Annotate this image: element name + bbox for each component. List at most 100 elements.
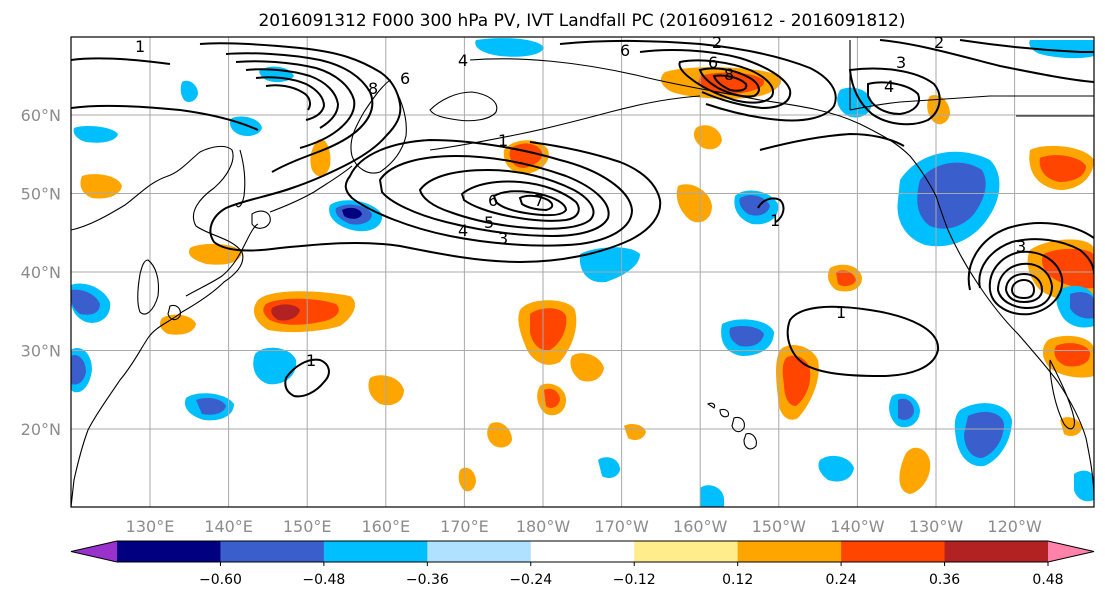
colorbar-tick-label: −0.24 [509,572,552,588]
ivt-positive-blob-core [782,355,811,406]
ivt-positive-blob-peak [271,304,300,321]
japan-honshu [185,223,259,297]
contour-cyclone-2 [978,238,1094,289]
contour-cyclone-ring-1 [988,250,1064,316]
longitude-tick-label: 140°E [204,517,253,536]
japan-kyushu [167,304,181,321]
contour-label: 1 [770,211,780,230]
colorbar-segment [841,541,946,562]
contour-label: 1 [498,131,508,150]
contour-upper-5 [712,74,748,92]
ivt-negative-blob-core [729,326,764,347]
north-america-westcoast [947,229,1094,501]
baja-california [1049,359,1075,430]
colorbar-tick-label: 0.12 [722,572,753,588]
longitude-tick-label: 160°E [361,517,410,536]
contour-label: 7 [534,191,544,210]
longitude-tick-label: 120°W [987,517,1042,536]
bering-sea-coast [429,91,498,122]
ivt-negative-blob-core [196,398,226,415]
figure-title: 2016091312 F000 300 hPa PV, IVT Landfall… [258,11,905,31]
ivt-negative-blob-core [71,289,100,315]
contour-label: 1 [836,303,846,322]
ivt-negative-blob [837,87,872,118]
contour-line-1 [199,42,662,264]
ivt-negative-blob [253,347,297,385]
contour-cyclone-ring-2 [996,262,1054,310]
contour-label: 3 [1016,237,1026,256]
colorbar-tick-label: −0.12 [613,572,656,588]
contour-right-1 [848,67,941,126]
longitude-tick-label: 150°W [752,517,807,536]
ivt-negative-blob [598,457,620,478]
gridlines [71,37,1094,507]
contour-label: 2 [712,33,722,52]
ivt-negative-blob-core [964,411,1004,458]
contour-westpacific-2 [71,104,259,131]
ivt-positive-blob [80,174,122,199]
contour-label: 4 [884,77,894,96]
longitude-tick-label: 140°W [830,517,885,536]
contour-label: 6 [400,69,410,88]
ivt-positive-blob-core [1039,155,1086,182]
colorbar-tick-label: 0.24 [826,572,857,588]
colorbar-segment [220,541,325,562]
contour-label: 3 [896,53,906,72]
ivt-positive-blob-core [530,308,567,351]
ivt-positive-blob [1060,417,1082,436]
colorbar-extend-low [71,541,117,562]
ivt-positive-blob-core [1054,343,1090,367]
colorbar-outline [70,540,1095,563]
longitude-tick-label: 180°W [516,517,571,536]
contour-right-2 [867,81,920,116]
contour-westpacific-1 [71,57,171,65]
kuril-islands [269,165,353,213]
latitude-tick-label: 40°N [21,263,61,282]
ivt-negative-blob-core [898,398,914,420]
ivt-positive-blob-core [544,388,560,408]
hokkaido [251,210,271,229]
contour-label: 1 [306,351,316,370]
contour-ring-1 [344,138,634,247]
colorbar-segment [737,541,842,562]
contour-line-3 [235,60,356,149]
contour-right-4 [959,39,1094,53]
korea-peninsula [137,259,160,315]
ivt-positive-blob [160,314,196,335]
ivt-negative-blob-core [71,354,86,385]
colorbar: −0.60 −0.48 −0.36 −0.24 −0.12 0.12 0.24 0.36 0.4… [70,540,1095,588]
colorbar-segment [634,541,739,562]
ivt-positive-blob [624,424,646,440]
contour-cyclone-ring-3 [1004,272,1044,304]
contour-label: 8 [368,79,378,98]
contour-upper-3 [678,59,774,104]
contour-ring-5 [492,190,568,217]
contour-gulf-alaska [757,197,785,223]
ivt-negative-blob-core [1070,292,1094,319]
contour-ring-6 [518,194,554,212]
contour-line-5 [255,76,326,121]
map-area: 1 1 1 1 1 2 2 3 3 3 4 4 4 5 6 6 6 [70,33,1095,508]
ivt-positive-blob-core [836,270,856,287]
longitude-tick-label: 150°E [283,517,332,536]
colorbar-tick-label: 0.36 [929,572,960,588]
contour-line-6 [265,84,311,111]
longitude-tick-label: 170°E [440,517,489,536]
ivt-negative-blob [1074,470,1094,502]
ivt-negative-blob-peak [342,207,362,219]
ivt-negative-blob [475,38,544,57]
contour-east-aleutian [759,132,905,151]
latitude-tick-labels: 60°N 50°N 40°N 30°N 20°N [21,106,61,439]
contour-label: 6 [708,53,718,72]
ivt-positive-blob [693,125,722,150]
ivt-negative-blob-core [917,162,986,229]
contour-label: 3 [498,229,508,248]
map-frame [70,36,1095,508]
ivt-positive-blob [570,353,604,382]
hawaii-islands [706,402,757,450]
longitude-tick-label: 160°W [673,517,728,536]
contour-line-2 [225,52,374,173]
contour-ring-4 [460,180,580,222]
ivt-negative-blob-core [739,195,770,216]
